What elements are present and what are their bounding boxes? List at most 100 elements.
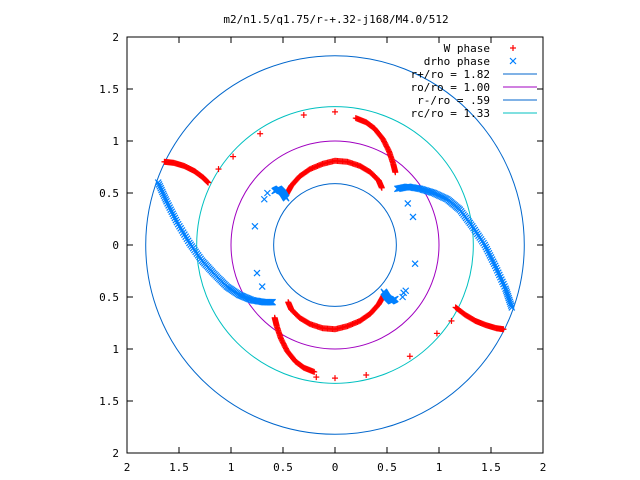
w-phase-point (205, 179, 212, 186)
drho-phase-point (171, 214, 179, 222)
w-phase-point (433, 330, 440, 337)
drho-phase-point (504, 292, 512, 300)
drho-phase-point (482, 243, 490, 251)
w-phase-point (378, 184, 385, 191)
w-phase-point (332, 375, 338, 382)
y-tick-label: 1 (112, 135, 119, 148)
drho-phase-point (258, 283, 266, 291)
drho-phase-point (409, 213, 417, 221)
legend-label: ro/ro = 1.00 (411, 81, 490, 94)
drho-phase-point (502, 285, 509, 293)
drho-phase-point (486, 251, 494, 259)
drho-phase-point (483, 245, 491, 253)
x-tick-label: 1.5 (481, 461, 501, 474)
drho-phase-point (169, 210, 177, 218)
drho-phase-point (253, 269, 261, 277)
circles-layer (145, 55, 525, 435)
drho-phase-point (160, 192, 168, 200)
w-phase-point (285, 299, 292, 306)
x-tick-label: 1 (436, 461, 443, 474)
drho-phase-point (404, 199, 412, 207)
drho-phase-point (505, 294, 513, 302)
x-tick-label: 2 (540, 461, 547, 474)
drho-phase-point (488, 256, 496, 263)
w-phase-point (500, 326, 507, 333)
drho-phase-point (380, 288, 388, 296)
x-tick-label: 0 (332, 461, 339, 474)
drho-phase-point (166, 204, 174, 211)
x-tick-label: 0.5 (273, 461, 293, 474)
legend-label: r+/ro = 1.82 (411, 68, 490, 81)
drho-phase-point (485, 249, 493, 257)
radius-circle (273, 183, 397, 307)
y-tick-label: 1.5 (99, 83, 119, 96)
drho-phase-point (490, 260, 498, 268)
legend-swatch (510, 45, 516, 51)
y-tick-label: 1 (112, 343, 119, 356)
y-tick-label: 1.5 (99, 395, 119, 408)
drho-phase-point (163, 197, 170, 205)
legend-label: rc/ro = 1.33 (411, 107, 490, 120)
legend-label: W phase (444, 42, 490, 55)
drho-phase-point (260, 195, 268, 203)
drho-phase-point (411, 260, 419, 268)
y-tick-label: 0.5 (99, 291, 119, 304)
drho-phase-point (502, 287, 510, 294)
drho-phase-point (503, 288, 511, 296)
drho-phase-point (156, 182, 164, 190)
drho-phase-point (399, 293, 407, 301)
y-tick-label: 0 (112, 239, 119, 252)
drho-phase-point (164, 199, 171, 207)
radius-circle (196, 106, 474, 384)
x-tick-label: 1.5 (169, 461, 189, 474)
legend-label: drho phase (424, 55, 490, 68)
w-phase-point (313, 374, 320, 381)
y-tick-label: 0.5 (99, 187, 119, 200)
drho-phase-point (507, 300, 514, 308)
drho-phase-point (506, 298, 514, 306)
markers-layer (154, 108, 516, 382)
drho-phase-point (263, 189, 271, 197)
drho-phase-point (161, 194, 169, 202)
drho-phase-point (155, 181, 163, 188)
drho-phase-point (269, 298, 277, 306)
drho-phase-point (487, 254, 495, 261)
x-tick-label: 0.5 (377, 461, 397, 474)
drho-phase-point (251, 222, 259, 230)
drho-phase-point (507, 302, 515, 309)
drho-phase-point (157, 184, 165, 192)
drho-phase-point (508, 303, 516, 311)
w-phase-point (363, 372, 370, 378)
y-tick-label: 2 (112, 447, 119, 460)
w-phase-point (448, 317, 455, 324)
drho-phase-point (504, 290, 511, 298)
drho-phase-point (172, 216, 180, 224)
drho-phase-point (481, 241, 489, 249)
w-phase-point (271, 314, 278, 321)
drho-phase-point (170, 212, 178, 220)
drho-phase-point (282, 194, 290, 202)
drho-phase-point (154, 179, 162, 187)
drho-phase-point (168, 208, 176, 216)
y-tick-label: 2 (112, 31, 119, 44)
w-phase-point (257, 130, 264, 137)
drho-phase-point (162, 196, 170, 203)
w-phase-point (300, 112, 307, 118)
legend-label: r-/ro = .59 (417, 94, 490, 107)
radius-circle (230, 140, 440, 350)
legend-swatch (509, 57, 517, 65)
w-phase-point (215, 166, 222, 173)
drho-phase-point (167, 206, 175, 214)
x-tick-label: 1 (228, 461, 235, 474)
drho-phase-point (400, 289, 408, 297)
w-phase-point (406, 353, 413, 360)
drho-phase-point (505, 296, 513, 304)
drho-phase-point (165, 202, 173, 209)
w-phase-point (332, 108, 338, 115)
drho-phase-point (158, 188, 166, 196)
drho-phase-point (484, 247, 492, 255)
w-phase-point (230, 153, 237, 160)
drho-phase-point (489, 258, 497, 266)
